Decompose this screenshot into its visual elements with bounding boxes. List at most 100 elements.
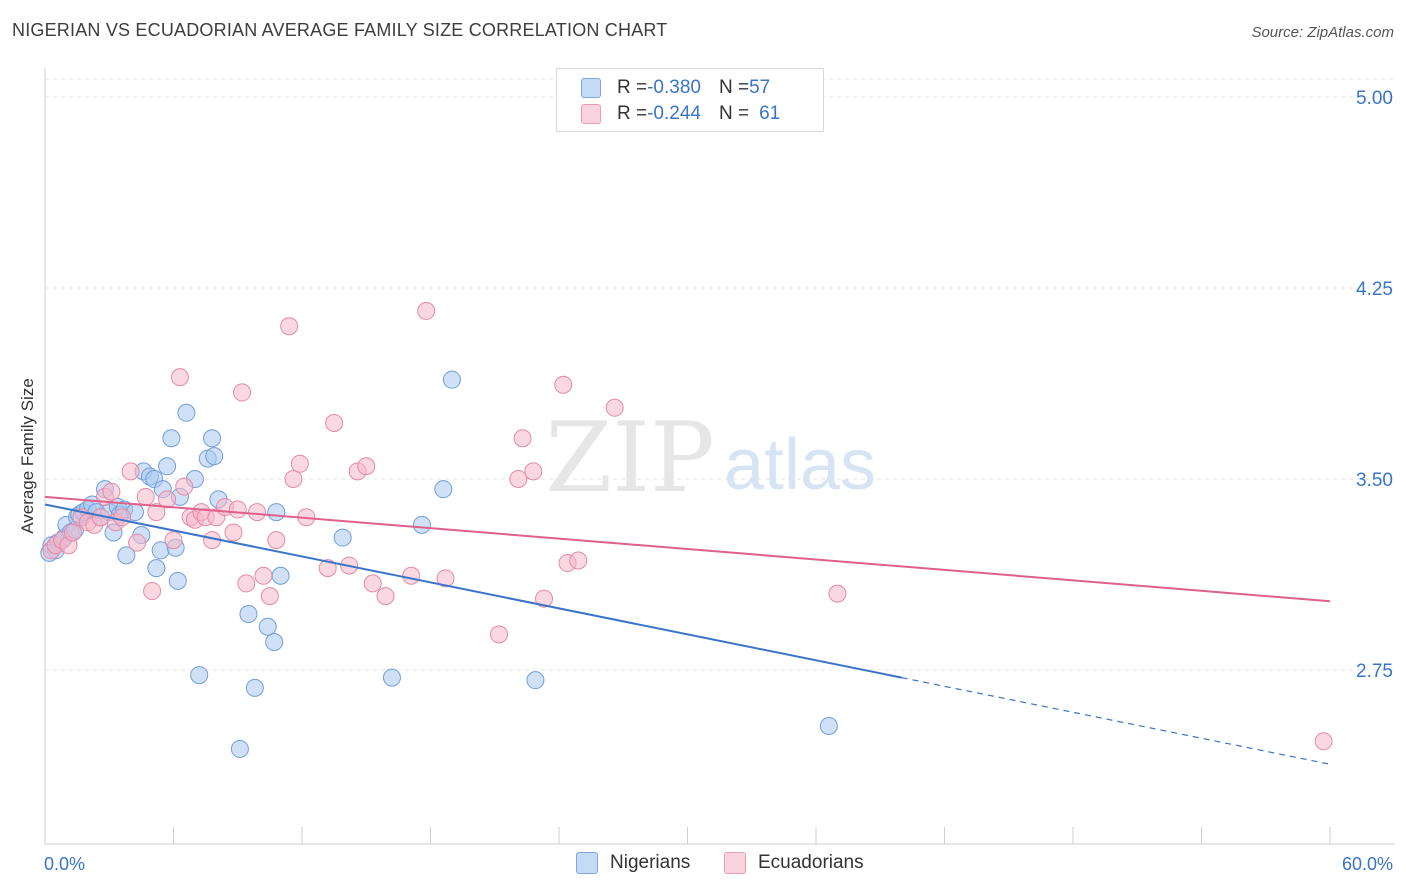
legend-row-nigerians: R = -0.380 N = 57 xyxy=(581,76,770,100)
source-label: Source: ZipAtlas.com xyxy=(1251,24,1394,41)
nigerians-point xyxy=(258,617,277,636)
series-legend: Nigerians Ecuadorians xyxy=(0,852,1406,878)
ecuadorians-point xyxy=(237,574,256,593)
ecuadorians-point xyxy=(828,584,847,603)
nigerians-point xyxy=(265,632,284,651)
nigerians-n-value: 57 xyxy=(749,77,771,98)
ecuadorians-point xyxy=(113,508,132,527)
ecuadorians-point xyxy=(318,559,337,578)
ecuadorians-point xyxy=(513,429,532,448)
nigerians-point xyxy=(117,546,136,565)
ecuadorians-point xyxy=(509,470,528,488)
ecuadorians-point xyxy=(284,470,303,488)
nigerians-point xyxy=(245,678,264,697)
ecuadorians-point xyxy=(325,413,344,432)
y-tick-label: 5.00 xyxy=(1356,88,1393,109)
nigerians-point xyxy=(177,403,196,422)
y-tick-label: 3.50 xyxy=(1356,470,1393,491)
ecuadorians-point xyxy=(524,462,543,481)
nigerians-point xyxy=(442,370,461,389)
ecuadorians-point xyxy=(175,477,194,496)
nigerians-point xyxy=(168,571,187,590)
legend-item-nigerians[interactable]: Nigerians xyxy=(576,852,690,874)
ecuadorians-point xyxy=(224,523,243,542)
ecuadorians-point xyxy=(254,566,273,585)
nigerians-point xyxy=(819,717,838,736)
ecuadorians-point xyxy=(147,503,166,522)
nigerians-legend-swatch xyxy=(576,852,598,874)
legend-item-ecuadorians[interactable]: Ecuadorians xyxy=(724,852,864,874)
ecuadorians-point xyxy=(605,398,624,417)
nigerians-point xyxy=(434,480,453,499)
ecuadorians-point xyxy=(63,523,82,542)
correlation-legend: R = -0.380 N = 57 R = -0.244 N = 61 xyxy=(556,68,824,132)
ecuadorians-point xyxy=(158,490,177,509)
ecuadorians-point xyxy=(121,462,140,481)
ecuadorians-point xyxy=(260,587,279,606)
ecuadorians-point xyxy=(436,569,455,588)
nigerians-point xyxy=(162,429,181,448)
y-axis-label: Average Family Size xyxy=(18,378,37,534)
nigerians-point xyxy=(205,447,224,466)
axes xyxy=(44,68,1395,845)
nigerians-point xyxy=(267,503,286,522)
ecuadorians-point xyxy=(248,503,267,522)
y-tick-label: 2.75 xyxy=(1356,661,1393,682)
x-tick-labels: 0.0% 60.0% xyxy=(44,854,1393,874)
nigerians-swatch xyxy=(581,78,601,98)
nigerians-point xyxy=(190,666,209,685)
ecuadorians-point xyxy=(569,551,588,570)
ecuadorians-point xyxy=(535,589,554,608)
ecuadorians-legend-swatch xyxy=(724,852,746,874)
nigerians-point xyxy=(271,566,290,585)
ecuadorians-point xyxy=(102,482,121,501)
nigerians-point xyxy=(158,457,177,476)
ecuadorians-point xyxy=(357,457,376,476)
ecuadorians-point xyxy=(136,487,155,506)
ecuadorians-point xyxy=(402,566,421,585)
ecuadorians-point xyxy=(490,625,509,644)
ecuadorians-point xyxy=(363,574,382,593)
ecuadorians-point xyxy=(170,368,189,387)
y-tick-label: 4.25 xyxy=(1356,279,1393,300)
legend-row-ecuadorians: R = -0.244 N = 61 xyxy=(581,102,780,126)
nigerians-trend-extension xyxy=(901,677,1331,765)
ecuadorians-point xyxy=(290,454,309,473)
legend-label-ecuadorians: Ecuadorians xyxy=(758,852,864,873)
ecuadorians-point xyxy=(143,582,162,601)
watermark-atlas: atlas xyxy=(724,425,876,505)
nigerians-point xyxy=(382,668,401,687)
nigerians-r-value: -0.380 xyxy=(647,77,701,98)
nigerians-point xyxy=(147,559,166,578)
y-tick-labels: 2.75 3.50 4.25 5.00 xyxy=(1356,88,1393,682)
x-tick-label: 0.0% xyxy=(44,854,85,874)
data-points xyxy=(40,301,1333,758)
ecuadorians-point xyxy=(417,301,436,320)
nigerians-point xyxy=(230,739,249,758)
ecuadorians-r-value: -0.244 xyxy=(647,103,701,124)
ecuadorians-point xyxy=(280,317,299,336)
ecuadorians-trend-line xyxy=(44,495,1331,603)
ecuadorians-point xyxy=(228,500,247,519)
watermark-zip: ZIP xyxy=(545,402,714,514)
nigerians-point xyxy=(239,604,258,623)
ecuadorians-swatch xyxy=(581,104,601,124)
ecuadorians-point xyxy=(554,375,573,394)
watermark: ZIP atlas xyxy=(545,402,876,514)
nigerians-point xyxy=(526,671,545,690)
ecuadorians-point xyxy=(164,531,183,550)
ecuadorians-point xyxy=(1314,732,1333,751)
nigerians-point xyxy=(203,429,222,448)
ecuadorians-point xyxy=(128,533,147,552)
ecuadorians-point xyxy=(376,587,395,606)
trend-lines xyxy=(44,495,1331,765)
legend-label-nigerians: Nigerians xyxy=(610,852,691,873)
ecuadorians-n-value: 61 xyxy=(759,103,781,124)
ecuadorians-point xyxy=(233,383,252,402)
nigerians-point xyxy=(412,515,431,534)
x-tick-label: 60.0% xyxy=(1342,854,1393,874)
chart-title: NIGERIAN VS ECUADORIAN AVERAGE FAMILY SI… xyxy=(12,20,668,40)
ecuadorians-point xyxy=(267,531,286,550)
nigerians-trend-line xyxy=(44,503,902,679)
